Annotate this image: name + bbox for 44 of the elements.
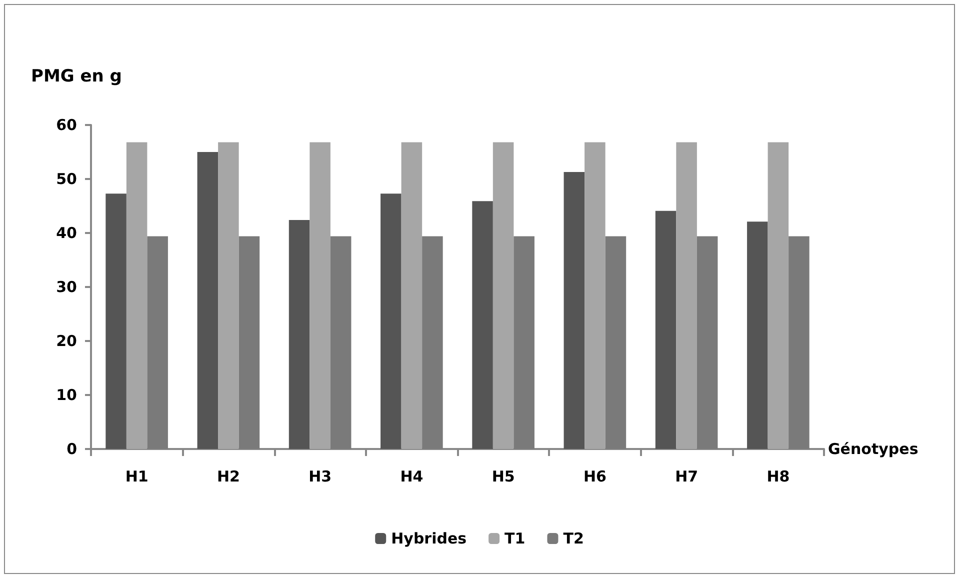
- bar: [106, 194, 126, 449]
- y-axis-title: PMG en g: [31, 66, 122, 86]
- x-tick-label: H6: [583, 468, 606, 486]
- x-axis-title: Génotypes: [828, 440, 918, 458]
- bar: [288, 220, 310, 449]
- bar: [514, 236, 534, 449]
- bar: [197, 152, 218, 449]
- y-tick-label: 50: [56, 170, 77, 188]
- bar: [696, 236, 718, 449]
- x-tick-label: H1: [125, 468, 148, 486]
- bar: [492, 142, 514, 449]
- bar: [147, 236, 168, 449]
- bar: [472, 201, 493, 449]
- y-tick-label: 10: [56, 386, 77, 404]
- y-tick-label: 40: [56, 224, 77, 242]
- bar: [768, 142, 789, 449]
- bar: [238, 236, 260, 449]
- y-tick-label: 20: [56, 332, 77, 350]
- bar: [310, 142, 330, 449]
- x-tick-label: H3: [308, 468, 332, 486]
- x-tick-label: H8: [766, 468, 790, 486]
- x-tick-label: H7: [675, 468, 698, 486]
- x-tick-label: H4: [400, 468, 424, 486]
- legend-label: T2: [563, 530, 584, 548]
- bar: [126, 142, 148, 449]
- y-tick-label: 30: [56, 278, 77, 296]
- x-tick-label: H2: [216, 468, 240, 486]
- bar: [676, 142, 697, 449]
- bar: [605, 236, 626, 449]
- bar: [422, 236, 443, 449]
- y-tick-label: 0: [66, 440, 77, 458]
- bar: [330, 236, 352, 449]
- bar: [401, 142, 422, 449]
- y-tick-label: 60: [56, 116, 77, 134]
- bar: [564, 172, 585, 449]
- bar: [218, 142, 239, 449]
- bar: [788, 236, 810, 449]
- bar: [747, 222, 768, 449]
- bar: [380, 194, 402, 449]
- bar: [655, 210, 676, 449]
- x-tick-label: H5: [492, 468, 515, 486]
- legend-label: T1: [504, 530, 526, 548]
- legend-label: Hybrides: [391, 530, 467, 548]
- bar: [584, 142, 606, 449]
